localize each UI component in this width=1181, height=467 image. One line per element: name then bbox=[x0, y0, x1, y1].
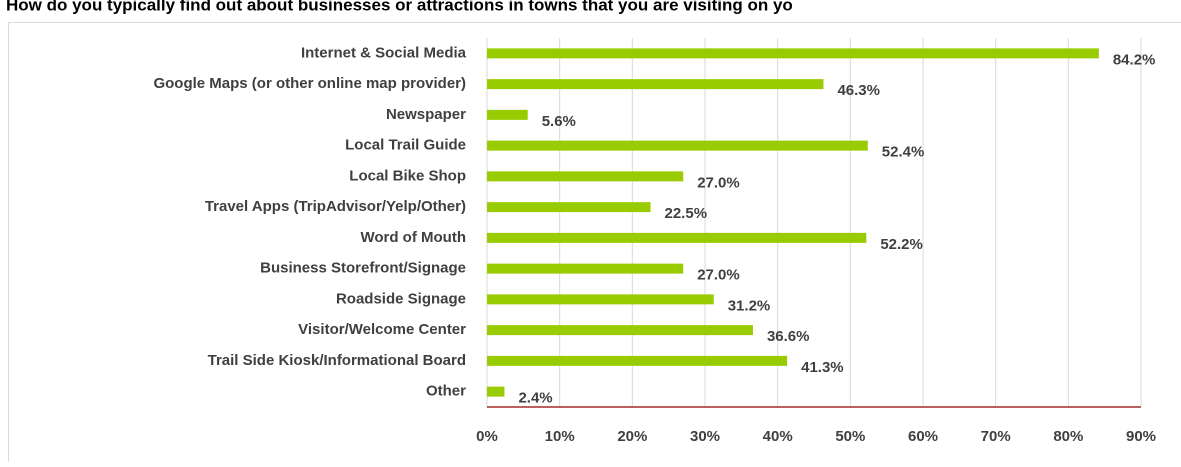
category-label: Internet & Social Media bbox=[301, 44, 467, 61]
x-tick-label: 20% bbox=[617, 428, 647, 445]
category-label: Word of Mouth bbox=[360, 229, 466, 246]
x-tick-label: 40% bbox=[763, 428, 793, 445]
bar bbox=[487, 141, 868, 151]
category-label: Business Storefront/Signage bbox=[260, 260, 466, 277]
bar bbox=[487, 356, 787, 366]
value-label: 27.0% bbox=[697, 174, 740, 191]
value-label: 5.6% bbox=[542, 113, 576, 130]
category-label: Local Trail Guide bbox=[345, 137, 466, 154]
value-label: 2.4% bbox=[518, 390, 552, 407]
x-tick-label: 0% bbox=[476, 428, 498, 445]
x-tick-label: 50% bbox=[835, 428, 865, 445]
x-tick-label: 30% bbox=[690, 428, 720, 445]
category-label: Newspaper bbox=[386, 106, 466, 123]
bar bbox=[487, 79, 823, 89]
value-label: 52.4% bbox=[882, 144, 925, 161]
chart-title: How do you typically find out about busi… bbox=[6, 0, 793, 14]
bar bbox=[487, 233, 866, 243]
value-label: 41.3% bbox=[801, 359, 844, 376]
bar bbox=[487, 387, 504, 397]
value-label: 52.2% bbox=[880, 236, 923, 253]
bar bbox=[487, 294, 714, 304]
bar bbox=[487, 325, 753, 335]
value-label: 31.2% bbox=[728, 297, 771, 314]
x-tick-label: 10% bbox=[545, 428, 575, 445]
bar bbox=[487, 171, 683, 181]
x-tick-label: 90% bbox=[1126, 428, 1156, 445]
category-label: Visitor/Welcome Center bbox=[298, 321, 466, 338]
category-label: Google Maps (or other online map provide… bbox=[153, 75, 466, 92]
value-label: 27.0% bbox=[697, 267, 740, 284]
value-label: 22.5% bbox=[665, 205, 708, 222]
category-label: Other bbox=[426, 383, 466, 400]
bar bbox=[487, 110, 528, 120]
value-label: 84.2% bbox=[1113, 51, 1156, 68]
value-label: 36.6% bbox=[767, 328, 810, 345]
category-label: Travel Apps (TripAdvisor/Yelp/Other) bbox=[205, 198, 466, 215]
bar bbox=[487, 202, 651, 212]
bar bbox=[487, 48, 1099, 58]
category-label: Roadside Signage bbox=[336, 290, 466, 307]
category-label: Local Bike Shop bbox=[349, 167, 466, 184]
category-label: Trail Side Kiosk/Informational Board bbox=[208, 352, 466, 369]
value-label: 46.3% bbox=[837, 82, 880, 99]
x-tick-label: 70% bbox=[981, 428, 1011, 445]
x-tick-label: 80% bbox=[1053, 428, 1083, 445]
bar bbox=[487, 264, 683, 274]
x-tick-label: 60% bbox=[908, 428, 938, 445]
